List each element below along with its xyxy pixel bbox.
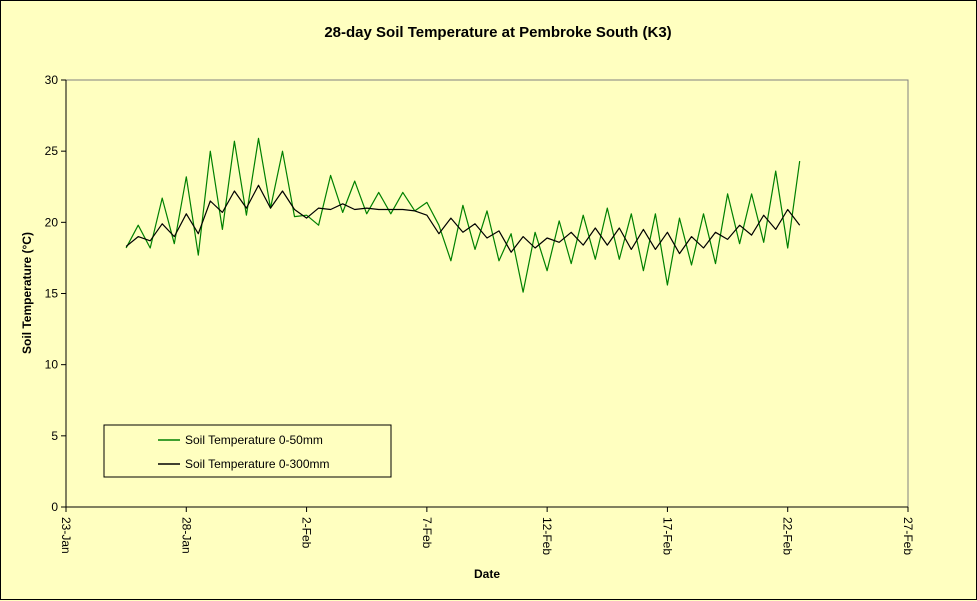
series-layer [125, 137, 801, 293]
y-tick-label: 25 [45, 144, 59, 158]
x-tick-label: 28-Jan [179, 517, 193, 554]
x-tick-label: 22-Feb [781, 517, 795, 555]
y-tick-label: 0 [51, 500, 58, 514]
y-axis: 0 5 10 15 20 25 30 [45, 73, 67, 514]
x-axis: 23-Jan 28-Jan 2-Feb 7-Feb 12-Feb 17-Feb 22-Feb… [59, 506, 915, 555]
y-tick-label: 15 [45, 287, 59, 301]
series-line-0-300mm [125, 184, 801, 255]
y-axis-title: Soil Temperature (°C) [20, 232, 34, 354]
x-tick-label: 17-Feb [660, 517, 674, 555]
legend: Soil Temperature 0-50mm Soil Temperature … [103, 424, 392, 478]
x-tick-label: 23-Jan [59, 517, 73, 554]
series-line-0-50mm [125, 137, 801, 293]
x-axis-title: Date [474, 567, 500, 581]
y-tick-label: 5 [51, 429, 58, 443]
y-tick-label: 30 [45, 73, 59, 87]
x-tick-label: 12-Feb [540, 517, 554, 555]
x-tick-label: 27-Feb [901, 517, 915, 555]
y-tick-label: 10 [45, 358, 59, 372]
legend-label: Soil Temperature 0-300mm [185, 457, 330, 471]
x-tick-label: 7-Feb [420, 517, 434, 549]
chart-title: 28-day Soil Temperature at Pembroke Sout… [324, 24, 671, 41]
y-tick-label: 20 [45, 215, 59, 229]
legend-label: Soil Temperature 0-50mm [185, 433, 323, 447]
x-tick-label: 2-Feb [300, 517, 314, 549]
legend-box [103, 424, 392, 478]
